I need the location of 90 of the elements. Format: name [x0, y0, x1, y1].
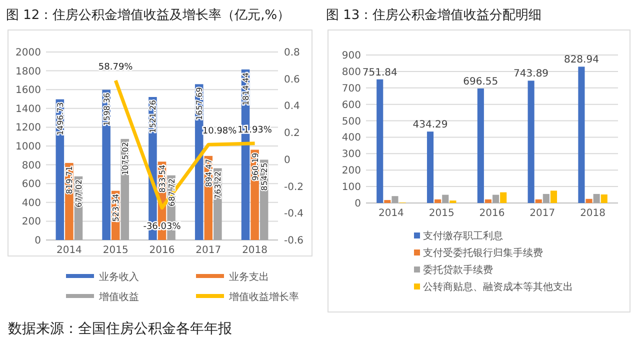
y2-tick-label: 0.4 — [284, 101, 300, 112]
bar — [528, 80, 534, 203]
data-label: 763.22 — [214, 171, 223, 200]
data-label: 1496.73 — [56, 102, 65, 136]
legend-label: 支付受委托银行归集手续费 — [423, 247, 543, 259]
data-label: 58.79% — [98, 62, 134, 72]
y-tick-label: 200 — [22, 216, 41, 228]
source-note: 数据来源：全国住房公积金各年年报 — [8, 321, 232, 337]
y2-tick-label: -0.2 — [284, 182, 304, 193]
y-tick-label: 1200 — [16, 122, 41, 134]
x-tick-label: 2018 — [580, 208, 606, 219]
bar — [535, 199, 542, 203]
y-tick-label: 800 — [22, 160, 41, 172]
bar — [434, 199, 442, 203]
y2-tick-label: -0.6 — [284, 236, 304, 246]
bar — [600, 194, 608, 203]
legend-label: 增值收益增长率 — [228, 291, 299, 303]
y-tick-label: 400 — [342, 132, 361, 144]
data-label: 1657.69 — [195, 87, 204, 120]
y-tick-label: 0 — [354, 198, 361, 210]
legend-label: 支付缴存职工利息 — [423, 230, 503, 242]
bar — [500, 192, 507, 203]
y-tick-label: 400 — [22, 198, 41, 209]
bar — [586, 198, 592, 203]
y-tick-label: 300 — [342, 149, 361, 160]
legend-label: 委托贷款手续费 — [423, 264, 493, 276]
bar — [542, 194, 550, 203]
x-tick-label: 2017 — [196, 245, 222, 256]
bar — [550, 190, 558, 203]
bar — [492, 194, 500, 203]
y-tick-label: 1000 — [16, 142, 41, 152]
y-tick-label: 700 — [342, 83, 361, 94]
y-tick-label: 1400 — [16, 104, 41, 115]
y-tick-label: 200 — [342, 166, 361, 177]
y2-tick-label: 0.6 — [284, 74, 300, 86]
data-label: 854.25 — [260, 162, 270, 191]
data-label: 687.72 — [167, 178, 176, 206]
x-tick-label: 2015 — [102, 245, 128, 256]
x-tick-label: 2014 — [56, 245, 82, 256]
legend-label: 业务支出 — [229, 271, 269, 283]
y-tick-label: 1800 — [16, 66, 41, 78]
bar — [442, 194, 449, 203]
bar — [593, 194, 600, 203]
data-label: 677.02 — [74, 179, 84, 208]
y-tick-label: 1600 — [16, 85, 41, 96]
y-tick-label: 500 — [342, 116, 361, 128]
y2-tick-label: 0 — [284, 154, 290, 166]
x-tick-label: 2017 — [530, 208, 556, 219]
y-tick-label: 600 — [342, 100, 361, 111]
y-tick-label: 0 — [34, 236, 41, 246]
bar — [392, 196, 398, 203]
data-label: 819.71 — [65, 166, 74, 194]
y-tick-label: 2000 — [16, 48, 41, 58]
x-tick-label: 2016 — [479, 208, 505, 219]
y-tick-label: 100 — [342, 182, 361, 194]
data-label: 828.94 — [564, 54, 599, 66]
y2-tick-label: 0.2 — [284, 128, 300, 140]
data-label: 1598.36 — [102, 92, 112, 126]
y-tick-label: 800 — [342, 66, 361, 78]
x-tick-label: 2014 — [378, 208, 404, 219]
data-label: 751.84 — [362, 67, 398, 78]
chart-title: 图 12：住房公积金增值收益及增长率（亿元,%） — [6, 7, 290, 23]
bar — [426, 132, 434, 203]
data-label: 696.55 — [463, 76, 498, 88]
data-label: 743.89 — [514, 68, 549, 80]
data-label: 434.29 — [412, 120, 448, 131]
y-tick-label: 900 — [342, 50, 361, 62]
chart-title: 图 13：住房公积金增值收益分配明细 — [326, 7, 542, 23]
y2-tick-label: 0.8 — [284, 48, 300, 58]
bar — [376, 79, 384, 203]
legend-label: 增值收益 — [98, 291, 139, 303]
y2-tick-label: -0.4 — [284, 208, 304, 220]
data-label: 1814.44 — [242, 72, 251, 106]
legend-label: 业务收入 — [99, 271, 139, 283]
y-tick-label: 600 — [22, 179, 41, 190]
bar — [484, 199, 492, 203]
data-label: 1521.26 — [148, 100, 158, 134]
data-label: 1075.02 — [120, 142, 130, 176]
data-label: 833.54 — [158, 164, 167, 193]
bar — [384, 200, 391, 203]
data-label: 523.34 — [112, 194, 121, 222]
x-tick-label: 2015 — [428, 208, 454, 219]
data-label: 960.19 — [250, 152, 260, 181]
bar — [477, 88, 484, 203]
x-tick-label: 2018 — [242, 245, 268, 256]
data-label: 10.98% — [202, 126, 238, 137]
bar — [578, 66, 585, 203]
x-tick-label: 2016 — [149, 245, 175, 256]
legend-label: 公转商贴息、融资成本等其他支出 — [423, 281, 573, 293]
data-label: 894.47 — [204, 158, 214, 187]
